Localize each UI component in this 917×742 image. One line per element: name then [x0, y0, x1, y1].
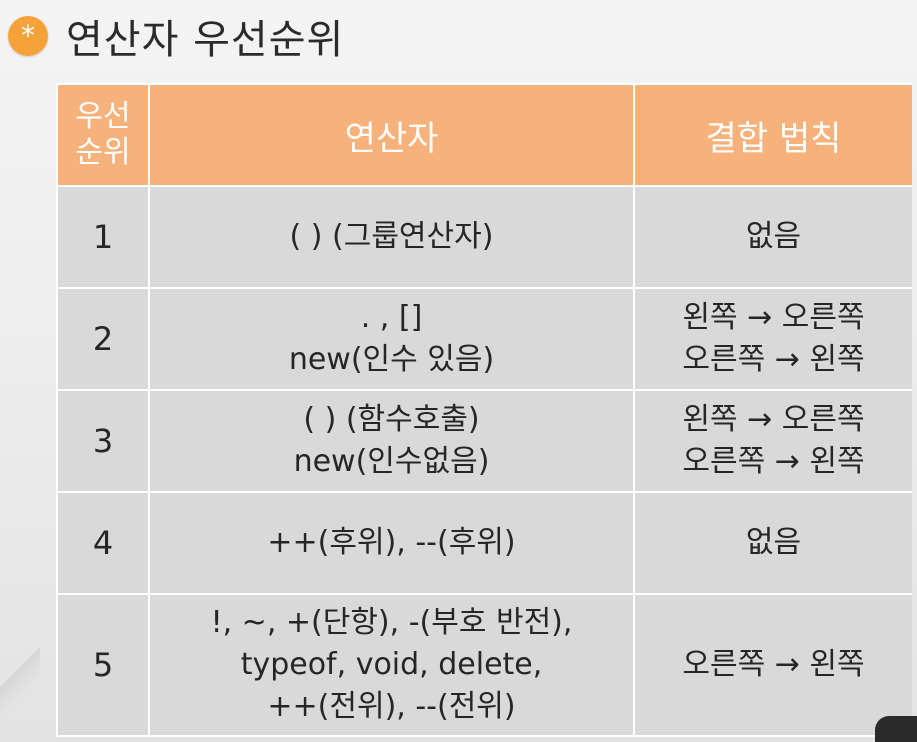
associativity-line: 오른쪽 → 왼쪽 [682, 444, 865, 479]
operator-cell: . , [] new(인수 있음) [148, 287, 635, 391]
associativity-cell: 왼쪽 → 오른쪽 오른쪽 → 왼쪽 [633, 287, 912, 391]
operator-line: !, ~, +(단항), -(부호 반전), [210, 605, 573, 640]
operator-line: ++(전위), --(전위) [267, 689, 516, 724]
operator-line: . , [] [360, 300, 423, 335]
background-decoration [0, 622, 40, 742]
associativity-line: 오른쪽 → 왼쪽 [682, 342, 865, 377]
associativity-line: 없음 [745, 219, 802, 254]
header-rank: 우선 순위 [56, 83, 150, 187]
header-rank-line2: 순위 [75, 135, 131, 170]
associativity-line: 없음 [745, 525, 802, 560]
table-row: 3 ( ) (함수호출) new(인수없음) 왼쪽 → 오른쪽 오른쪽 → 왼쪽 [56, 389, 912, 493]
table-header-row: 우선 순위 연산자 결합 법칙 [56, 83, 912, 187]
rank-cell: 5 [56, 593, 150, 737]
operator-line: typeof, void, delete, [240, 647, 543, 682]
associativity-cell: 오른쪽 → 왼쪽 [633, 593, 912, 737]
operator-line: new(인수 있음) [288, 342, 495, 377]
header-associativity: 결합 법칙 [633, 83, 912, 187]
rank-cell: 4 [56, 491, 150, 595]
slide-header: * 연산자 우선순위 [8, 8, 344, 64]
operator-line: new(인수없음) [293, 444, 490, 479]
presenter-overlay-corner [875, 716, 917, 742]
table-row: 1 ( ) (그룹연산자) 없음 [56, 185, 912, 289]
header-operator: 연산자 [148, 83, 635, 187]
operator-cell: !, ~, +(단항), -(부호 반전), typeof, void, del… [148, 593, 635, 737]
table-row: 2 . , [] new(인수 있음) 왼쪽 → 오른쪽 오른쪽 → 왼쪽 [56, 287, 912, 391]
header-rank-line1: 우선 [75, 99, 131, 134]
operator-line: ++(후위), --(후위) [267, 525, 516, 560]
precedence-table-container: 우선 순위 연산자 결합 법칙 1 ( ) (그룹연산자) 없음 2 . [56, 83, 912, 742]
table-row: 5 !, ~, +(단항), -(부호 반전), typeof, void, d… [56, 593, 912, 737]
associativity-line: 오른쪽 → 왼쪽 [682, 647, 865, 682]
precedence-table: 우선 순위 연산자 결합 법칙 1 ( ) (그룹연산자) 없음 2 . [56, 83, 912, 737]
operator-line: ( ) (그룹연산자) [289, 219, 494, 254]
associativity-cell: 없음 [633, 491, 912, 595]
operator-cell: ( ) (그룹연산자) [148, 185, 635, 289]
slide-title: 연산자 우선순위 [66, 17, 345, 63]
table-row: 4 ++(후위), --(후위) 없음 [56, 491, 912, 595]
operator-cell: ( ) (함수호출) new(인수없음) [148, 389, 635, 493]
operator-cell: ++(후위), --(후위) [148, 491, 635, 595]
operator-line: ( ) (함수호출) [303, 402, 480, 437]
associativity-cell: 왼쪽 → 오른쪽 오른쪽 → 왼쪽 [633, 389, 912, 493]
star-icon: * [8, 16, 48, 56]
rank-cell: 1 [56, 185, 150, 289]
associativity-cell: 없음 [633, 185, 912, 289]
rank-cell: 2 [56, 287, 150, 391]
associativity-line: 왼쪽 → 오른쪽 [682, 402, 865, 437]
associativity-line: 왼쪽 → 오른쪽 [682, 300, 865, 335]
rank-cell: 3 [56, 389, 150, 493]
